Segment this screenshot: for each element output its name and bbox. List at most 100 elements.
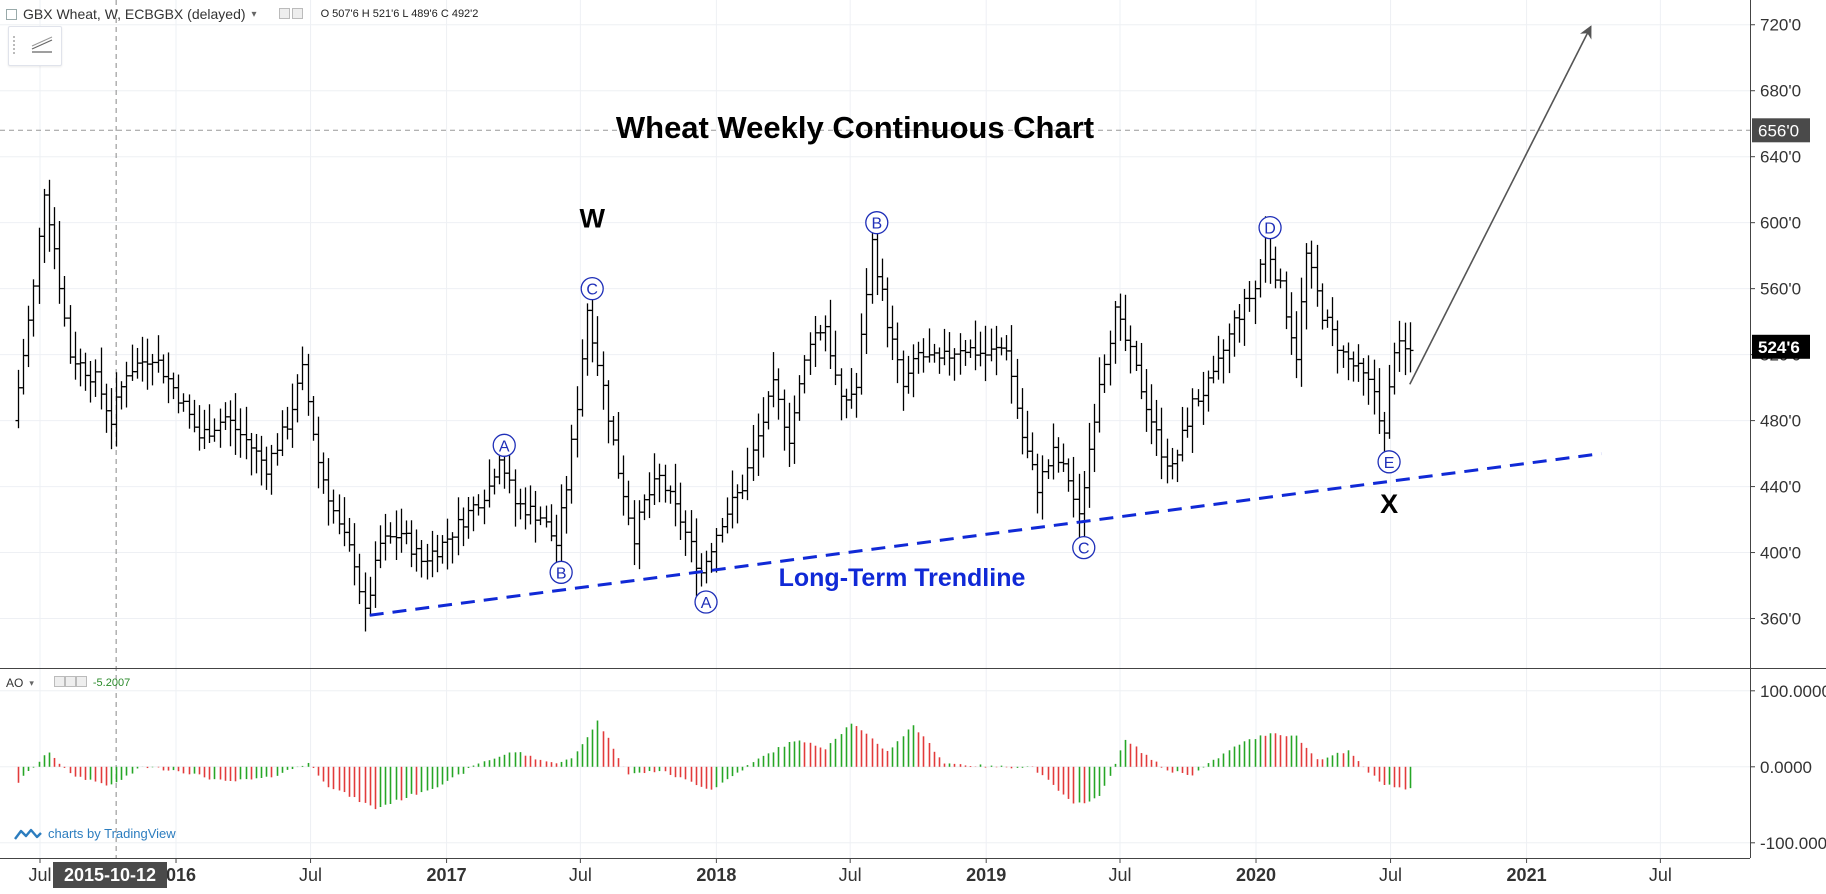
price-bar: [682, 510, 689, 556]
time-tick-label: Jul: [569, 865, 592, 885]
symbol-title[interactable]: GBX Wheat, W, ECBGBX (delayed): [23, 6, 246, 22]
wave-label: E: [1377, 450, 1401, 474]
price-bar: [1164, 438, 1171, 484]
drawing-toolbar[interactable]: [8, 26, 62, 66]
ao-histogram: [17, 720, 1412, 810]
svg-text:B: B: [871, 216, 882, 233]
price-bar: [413, 529, 420, 572]
settings-icon[interactable]: [64, 676, 76, 687]
crosshair-date-label: 2015-10-12: [53, 862, 167, 888]
price-bar: [1246, 281, 1253, 312]
price-bar: [1008, 325, 1015, 404]
price-bar: [894, 322, 901, 384]
price-bar: [729, 470, 736, 529]
price-bar: [1334, 320, 1341, 374]
svg-text:A: A: [499, 438, 510, 455]
price-bar: [807, 332, 814, 375]
trend-line-tool-icon[interactable]: [31, 35, 53, 55]
price-bar: [889, 305, 896, 361]
wave-label: C: [1072, 535, 1096, 560]
price-bar: [858, 313, 865, 395]
price-bar: [926, 328, 933, 363]
price-bar: [558, 484, 565, 572]
price-bar: [299, 346, 306, 391]
price-bar: [1034, 453, 1041, 514]
time-tick-label: Jul: [28, 865, 51, 885]
wave-label: B: [549, 560, 573, 584]
price-bar: [1314, 244, 1321, 307]
eye-icon[interactable]: [278, 8, 290, 19]
collapse-icon[interactable]: [6, 8, 17, 20]
trendline-label: Long-Term Trendline: [779, 564, 1026, 592]
price-bar: [1298, 277, 1305, 387]
drag-handle-icon[interactable]: [13, 36, 15, 54]
price-bar: [1138, 342, 1145, 400]
price-bar: [537, 506, 544, 526]
time-tick-label: Jul: [299, 865, 322, 885]
price-bar: [1345, 342, 1352, 381]
degree-label: X: [1380, 489, 1398, 519]
price-bar: [724, 497, 731, 534]
price-bar: [103, 383, 110, 433]
price-bar: [574, 386, 581, 458]
price-bar: [775, 368, 782, 420]
price-bar: [46, 179, 53, 252]
price-bar: [1045, 459, 1052, 479]
settings-icon[interactable]: [291, 8, 303, 19]
symbol-header: GBX Wheat, W, ECBGBX (delayed) ▾ O 507'6…: [6, 6, 478, 22]
price-bar: [879, 258, 886, 301]
price-bar: [455, 497, 462, 556]
price-bar: [1329, 297, 1336, 347]
chevron-down-icon[interactable]: ▾: [251, 8, 257, 20]
price-bar: [1236, 304, 1243, 343]
price-bar: [294, 374, 301, 423]
price-bar: [41, 188, 48, 263]
price-bar: [1122, 294, 1129, 352]
time-tick-label: Jul: [839, 865, 862, 885]
price-bar: [1272, 246, 1279, 289]
price-bar: [631, 500, 638, 566]
wave-label: C: [580, 276, 604, 301]
price-bar: [1288, 292, 1295, 355]
price-bar: [884, 277, 891, 348]
price-bar: [1107, 330, 1114, 386]
price-bar: [268, 444, 275, 495]
annotations: Wheat Weekly Continuous Chart Long-Term …: [369, 25, 1602, 617]
price-bar: [289, 383, 296, 448]
price-bar: [1340, 345, 1347, 368]
price-bar: [61, 276, 68, 327]
price-bar: [387, 522, 394, 544]
price-bar: [506, 452, 513, 494]
price-bar: [1220, 339, 1227, 384]
price-bar: [977, 331, 984, 367]
price-bar: [625, 480, 632, 526]
price-bar: [1039, 455, 1046, 520]
price-bar: [656, 463, 663, 503]
price-bar: [988, 328, 995, 362]
price-bar: [527, 485, 534, 525]
price-bar: [465, 497, 472, 539]
price-bar: [1396, 320, 1403, 372]
price-bar: [1143, 369, 1150, 432]
tradingview-branding[interactable]: charts by TradingView: [14, 826, 176, 841]
price-bar: [600, 351, 607, 410]
price-bar: [838, 368, 845, 421]
price-tick-label: 640'0: [1760, 148, 1801, 167]
price-bar: [910, 344, 917, 398]
price-bar: [30, 279, 37, 337]
svg-text:656'0: 656'0: [1758, 121, 1799, 140]
price-bar: [532, 490, 539, 543]
svg-text:E: E: [1384, 455, 1395, 472]
eye-icon[interactable]: [53, 676, 65, 687]
crosshair-price-tag: 656'0: [1752, 118, 1810, 143]
price-bar: [25, 305, 32, 368]
price-bar: [403, 520, 410, 545]
price-bar: [853, 372, 860, 418]
indicator-name[interactable]: AO: [6, 676, 24, 690]
price-bar: [1060, 443, 1067, 472]
price-bar: [1360, 358, 1367, 396]
close-icon[interactable]: [75, 676, 87, 687]
time-tick-label: 2021: [1507, 865, 1547, 885]
chevron-down-icon[interactable]: ▾: [29, 677, 34, 688]
